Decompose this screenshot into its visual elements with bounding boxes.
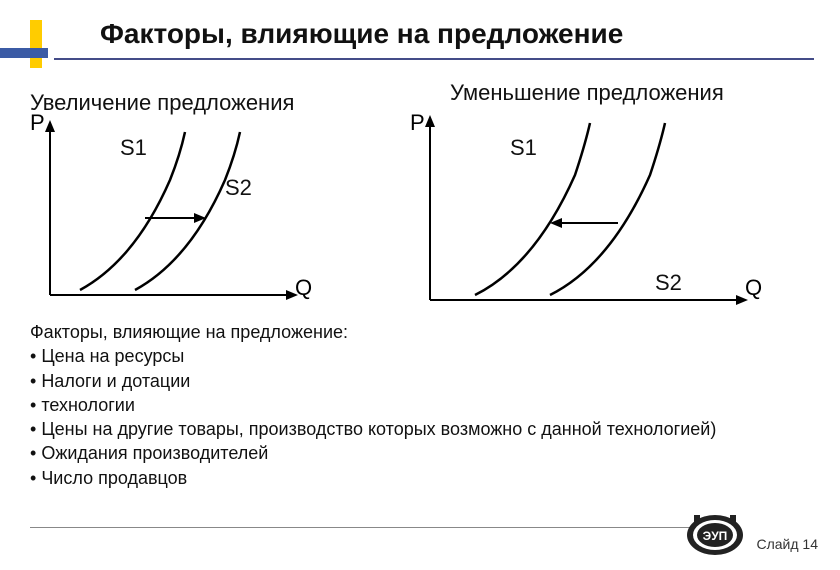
footer-rule — [30, 527, 730, 528]
supply-decrease-chart — [420, 115, 750, 310]
factor-item: • Цена на ресурсы — [30, 344, 716, 368]
factor-text: Ожидания производителей — [41, 443, 268, 463]
factor-item: • Ожидания производителей — [30, 441, 716, 465]
supply-increase-chart — [40, 120, 300, 305]
slide-title: Факторы, влияющие на предложение — [100, 18, 623, 50]
slide-number: Слайд 14 — [756, 536, 818, 552]
title-underline — [54, 58, 814, 60]
factor-text: технологии — [41, 395, 135, 415]
factor-text: Число продавцов — [41, 468, 187, 488]
ornament-yellow — [30, 20, 42, 68]
right-chart-heading: Уменьшение предложения — [450, 80, 724, 106]
factors-list: Факторы, влияющие на предложение: • Цена… — [30, 320, 716, 490]
factor-item: • Число продавцов — [30, 466, 716, 490]
factor-item: • Налоги и дотации — [30, 369, 716, 393]
factor-text: Цены на другие товары, производство кото… — [41, 419, 716, 439]
svg-text:ЭУП: ЭУП — [703, 529, 728, 543]
logo-icon: ЭУП — [680, 505, 750, 560]
corner-ornament — [0, 20, 50, 70]
factor-text: Цена на ресурсы — [41, 346, 184, 366]
left-chart-heading: Увеличение предложения — [30, 90, 294, 116]
factor-item: • Цены на другие товары, производство ко… — [30, 417, 716, 441]
factor-item: • технологии — [30, 393, 716, 417]
ornament-blue — [0, 48, 48, 58]
factor-text: Налоги и дотации — [41, 371, 190, 391]
factors-heading: Факторы, влияющие на предложение: — [30, 320, 716, 344]
